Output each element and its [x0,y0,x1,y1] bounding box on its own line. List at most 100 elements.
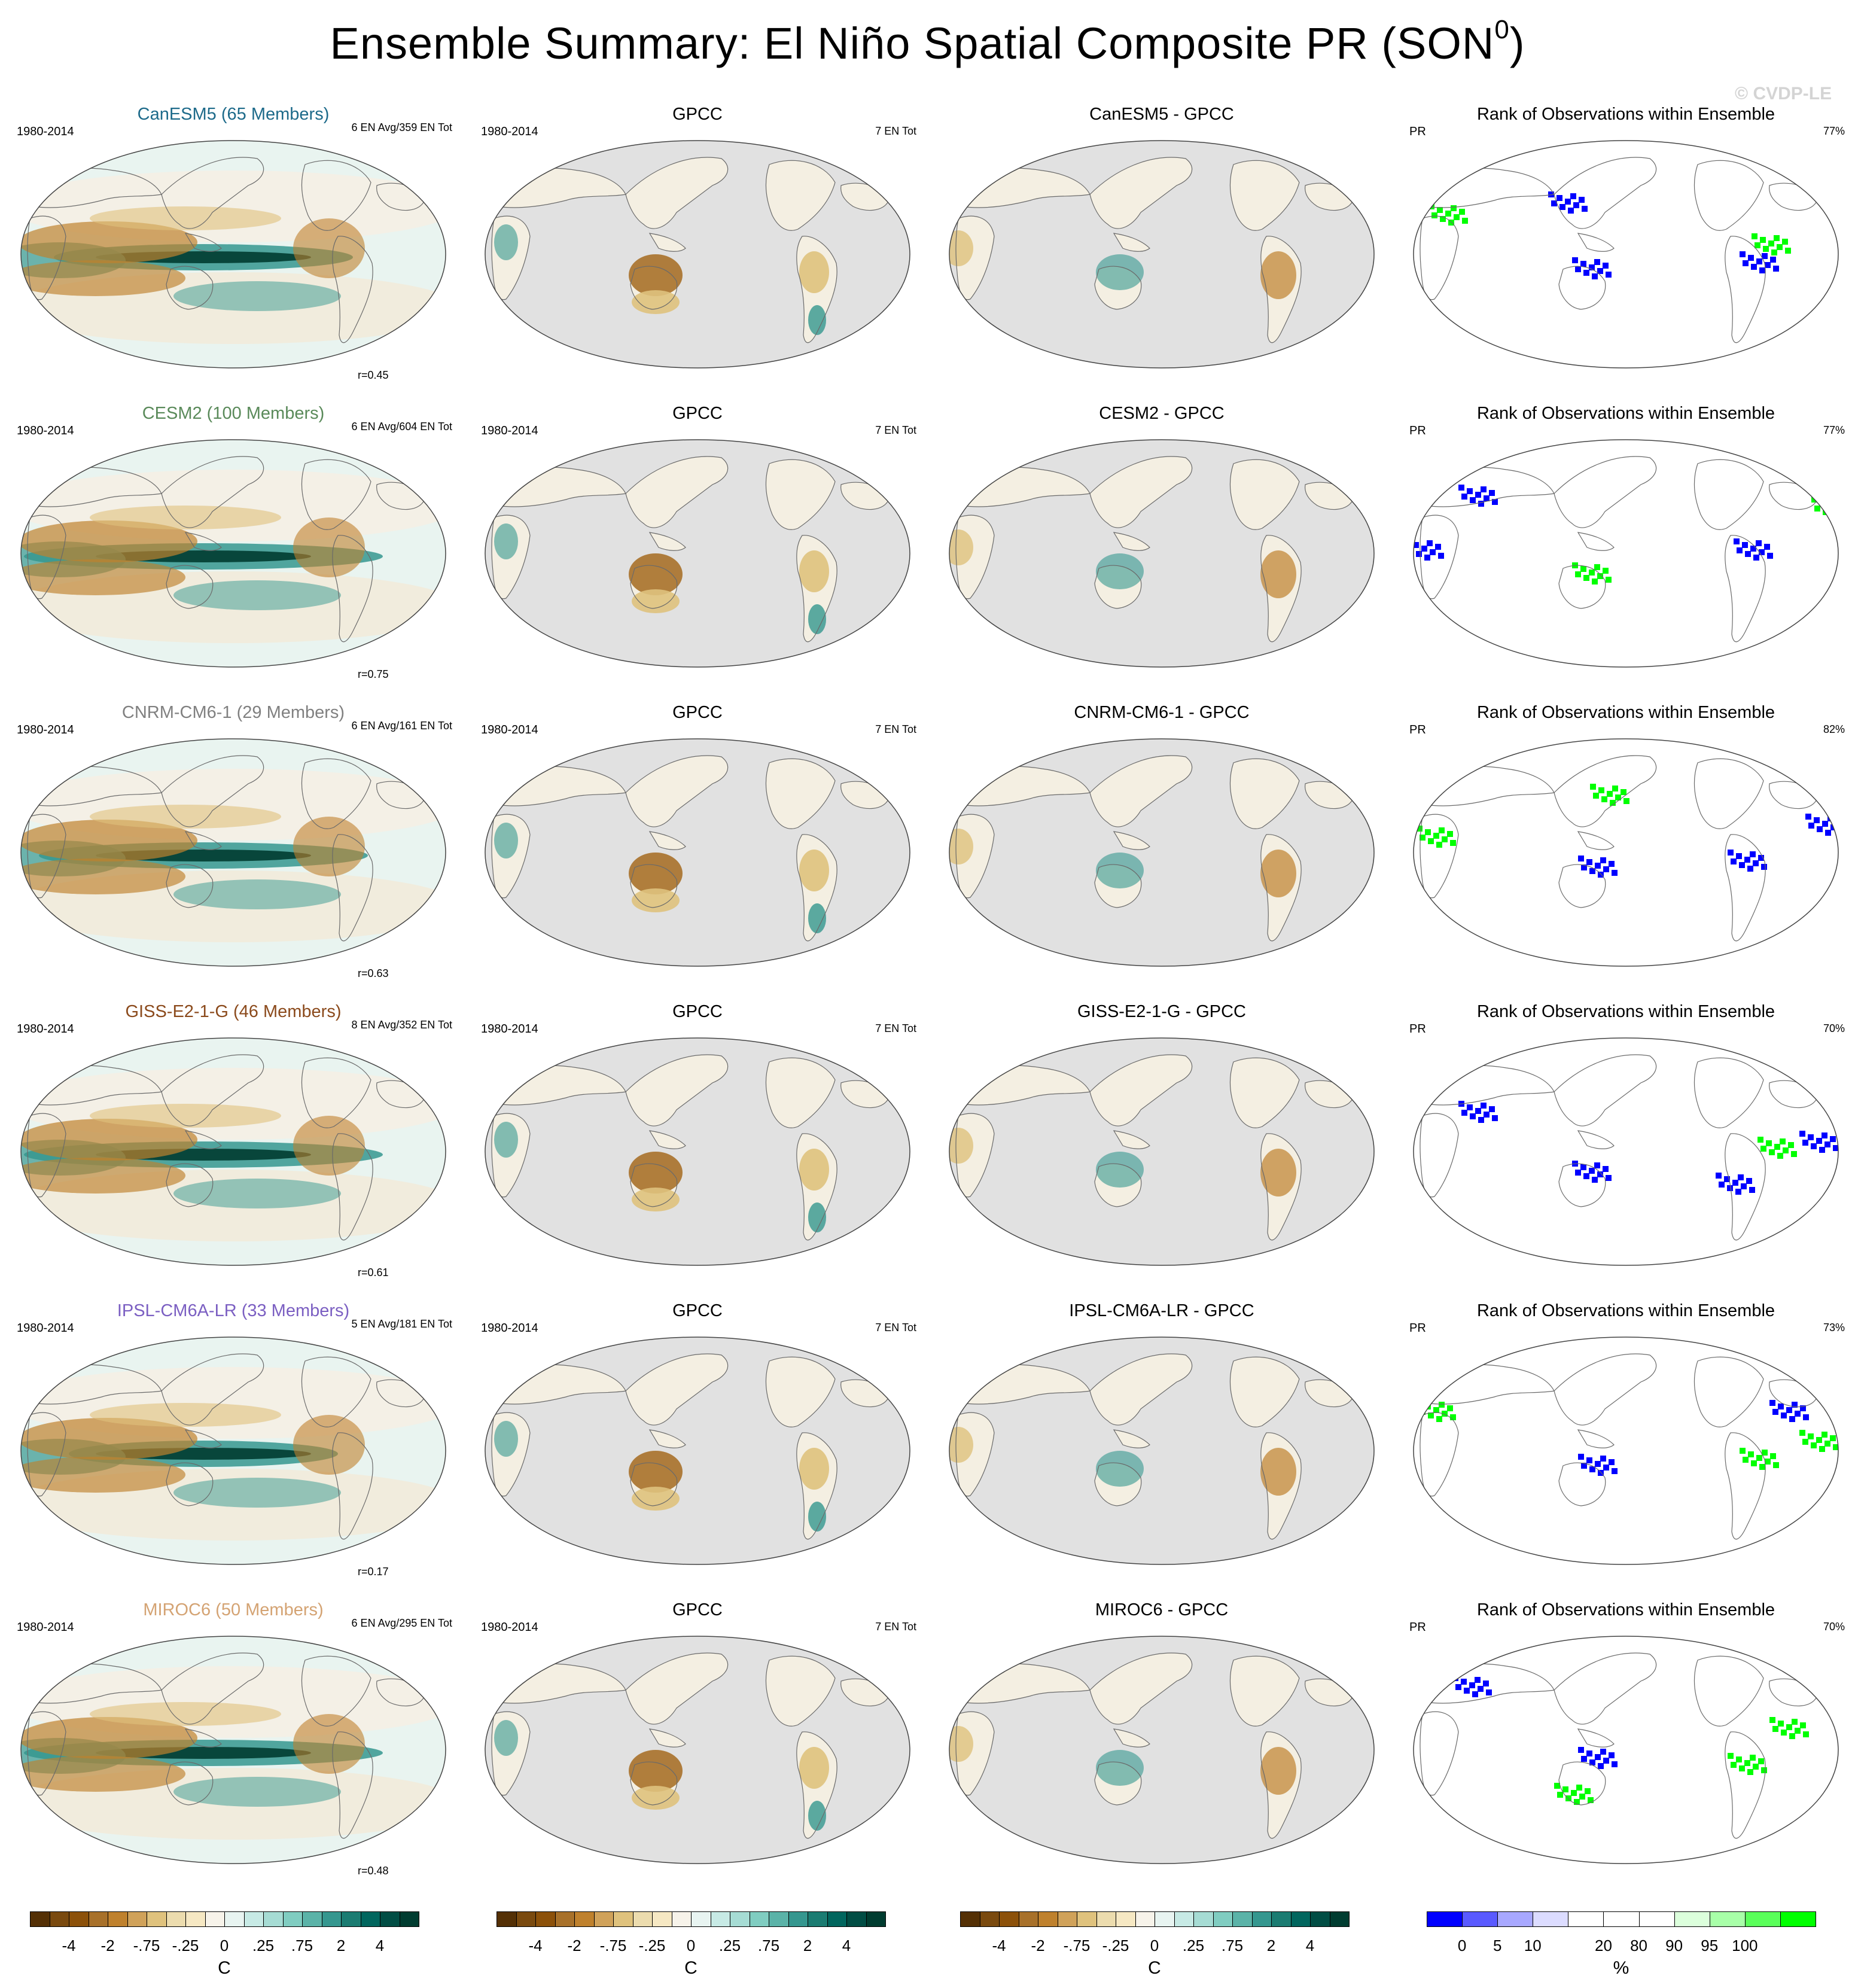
colorbar-swatch [1674,1911,1710,1927]
land-field [650,233,686,252]
colorbar-swatch [632,1911,653,1927]
panel-right-label: 7 EN Tot [875,1322,916,1334]
rank-cell [1588,1797,1594,1803]
rank-cell [1817,826,1823,832]
map-model [20,1037,446,1266]
coastline [301,1057,371,1128]
rank-cell [1571,1790,1577,1796]
panel-title: GPCC [672,1600,723,1619]
coastline [27,814,66,899]
rank-cell [1597,1171,1603,1177]
rank-cell [1424,555,1430,561]
pattern-correlation: r=0.63 [358,967,389,979]
colorbar-tick-label: -4 [992,1937,1006,1954]
colorbar-tick-label: 20 [1594,1937,1612,1954]
dry-anomaly [90,1702,281,1726]
colorbar-swatch [243,1911,264,1927]
rank-cell [1472,1691,1478,1697]
map-panel-model: CNRM-CM6-1 (29 Members) 1980-2014 6 EN Avg… [6,703,461,979]
colorbar-unit: C [218,1958,231,1978]
coastline [1420,1412,1459,1497]
rank-cell [1430,549,1436,555]
rank-cell [1747,866,1753,872]
dry-anomaly [629,553,683,595]
rank-cell [1738,1174,1744,1180]
coastline [1260,1432,1302,1540]
rank-cell [1791,1151,1797,1157]
rank-cell [1795,1728,1801,1734]
coastline [1420,215,1459,300]
rank-cell [1740,251,1746,257]
rank-cell [1578,1454,1584,1460]
coastline [796,1432,837,1540]
coastline [1305,482,1354,510]
coastline [332,1731,373,1839]
panel-right-label: 82% [1823,723,1845,735]
coastline [840,1379,890,1408]
coastline [1769,182,1818,211]
colorbar-swatch [1135,1911,1155,1927]
rank-cell [1781,1412,1787,1418]
coastline [1558,1462,1606,1506]
rank-cell [1405,538,1411,544]
coastline [765,459,836,530]
panel-title: Rank of Observations within Ensemble [1476,1301,1775,1320]
map-border [20,1636,446,1864]
panel-left-label: PR [1409,1621,1426,1634]
coastline [161,1054,264,1127]
dry-anomaly [632,1487,680,1511]
coastline [1094,565,1142,609]
coastline [625,755,729,827]
colorbar-swatch [185,1911,206,1927]
rank-cell [1598,1763,1604,1769]
map-border [949,140,1375,369]
rank-cell [1799,1131,1805,1137]
colorbar-swatch [555,1911,575,1927]
map-border [1413,1636,1839,1864]
coastline [625,1652,729,1725]
colorbar-swatch [1290,1911,1311,1927]
colorbar-swatch [593,1911,614,1927]
wet-anomaly [173,1179,341,1208]
rank-cell [1607,791,1613,797]
map-border [20,1037,446,1266]
coastline [1229,1356,1300,1427]
coastline [840,182,890,211]
rank-cell [1592,579,1598,584]
coastline [1113,1429,1150,1448]
rank-cell [1612,1468,1618,1474]
rank-cell [1478,1117,1484,1123]
coastline [765,160,836,231]
land-field [766,1656,835,1727]
rank-cell [1428,1412,1434,1418]
map-panel-obs: GPCC 1980-2014 7 EN Tot [470,1301,925,1576]
wet-anomaly [173,879,341,909]
rank-cell [1606,272,1612,278]
rank-cell [1565,199,1571,205]
rank-cell [1583,1173,1589,1179]
rank-cell [1757,1137,1763,1143]
coastline [1693,758,1764,829]
panel-right-label: 70% [1823,1621,1845,1633]
panel-title: CESM2 (100 Members) [142,404,325,423]
colorbar-swatch [788,1911,808,1927]
colorbar-swatch [960,1911,980,1927]
colorbar-swatch [808,1911,828,1927]
coastline [27,1113,66,1198]
coastline [840,781,890,809]
colorbar-swatch [1780,1911,1816,1927]
land-field [1114,1131,1150,1149]
coastline [491,1113,531,1198]
coastline [1693,459,1764,530]
coastline [648,831,686,850]
colorbar-swatch [88,1911,108,1927]
coastline [161,1652,264,1725]
colorbar-swatch [516,1911,536,1927]
colorbar-swatch [1232,1911,1253,1927]
rank-cell [1833,498,1838,504]
colorbar-tick-label: -.25 [172,1937,199,1954]
land-field [650,1430,686,1448]
colorbar-swatch [1193,1911,1214,1927]
map-diff [949,140,1375,369]
rank-cell [1785,248,1791,254]
